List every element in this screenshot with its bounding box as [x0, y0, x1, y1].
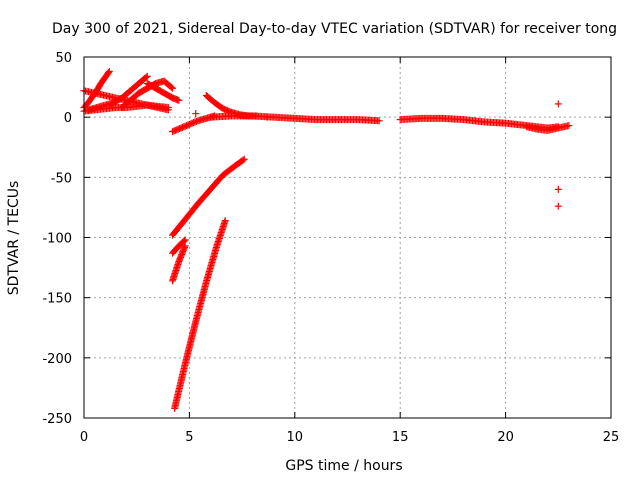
x-ticks: 0 5 10 15 20 25 [80, 57, 619, 445]
y-tick-label: -200 [42, 352, 72, 367]
y-tick-label: 0 [64, 111, 72, 126]
x-axis-label: GPS time / hours [285, 458, 402, 474]
y-tick-label: -50 [51, 171, 72, 186]
x-tick-label: 0 [80, 430, 88, 445]
y-tick-label: -150 [42, 292, 72, 307]
y-tick-label: -100 [42, 232, 72, 247]
y-ticks: 50 0 -50 -100 -150 -200 -250 [42, 51, 611, 427]
x-tick-label: 20 [497, 430, 514, 445]
y-axis-label: SDTVAR / TECUs [6, 181, 22, 296]
x-tick-label: 5 [185, 430, 193, 445]
y-tick-label: 50 [55, 51, 72, 66]
y-tick-label: -250 [42, 412, 72, 427]
x-tick-label: 10 [287, 430, 304, 445]
x-tick-label: 15 [392, 430, 409, 445]
x-tick-label: 25 [603, 430, 620, 445]
chart-title: Day 300 of 2021, Sidereal Day-to-day VTE… [52, 21, 617, 37]
data-points [80, 67, 573, 412]
